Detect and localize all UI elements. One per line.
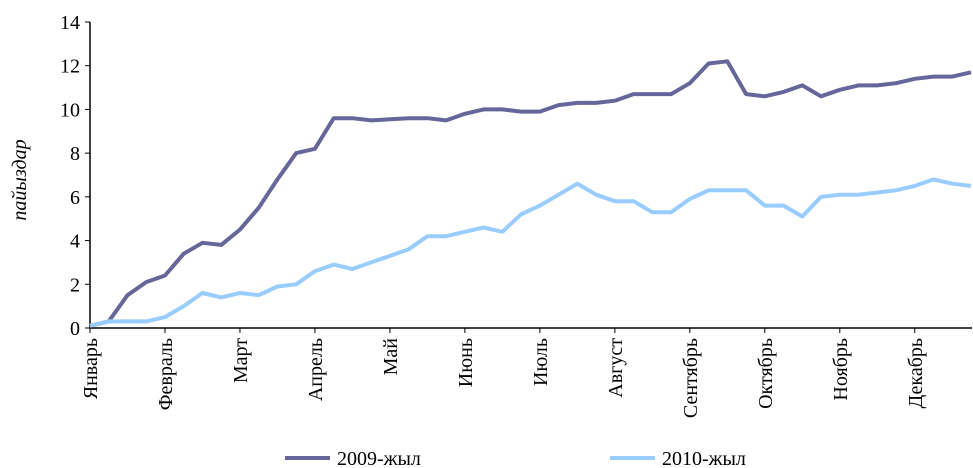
x-tick-label: Апрель [305,338,327,401]
x-tick-label: Февраль [155,338,177,410]
x-tick-label: Июль [530,338,552,386]
y-tick-label: 4 [70,231,80,253]
line-series [89,59,972,328]
x-tick-label: Июнь [455,338,477,387]
legend-label: 2010-жыл [662,448,746,468]
y-tick-label: 0 [70,318,80,340]
x-tick-label: Март [230,338,252,383]
legend-label: 2009-жыл [337,448,421,468]
y-tick-label: 10 [60,99,80,121]
x-tick-label: Декабрь [905,338,927,408]
y-tick-label: 2 [70,274,80,296]
x-tick-label: Январь [80,338,102,399]
y-tick-label: 8 [70,143,80,165]
x-tick-label: Ноябрь [830,338,852,401]
y-tick-label: 6 [70,187,80,209]
x-tick-label: Сентябрь [680,338,702,418]
y-axis-label: пайыздар [9,139,31,220]
x-tick-label: Октябрь [755,338,777,409]
line-series [89,177,972,328]
x-tick-label: Май [380,338,402,376]
y-tick-label: 12 [60,56,80,78]
y-tick-label: 14 [60,12,80,34]
x-tick-label: Август [605,338,627,398]
